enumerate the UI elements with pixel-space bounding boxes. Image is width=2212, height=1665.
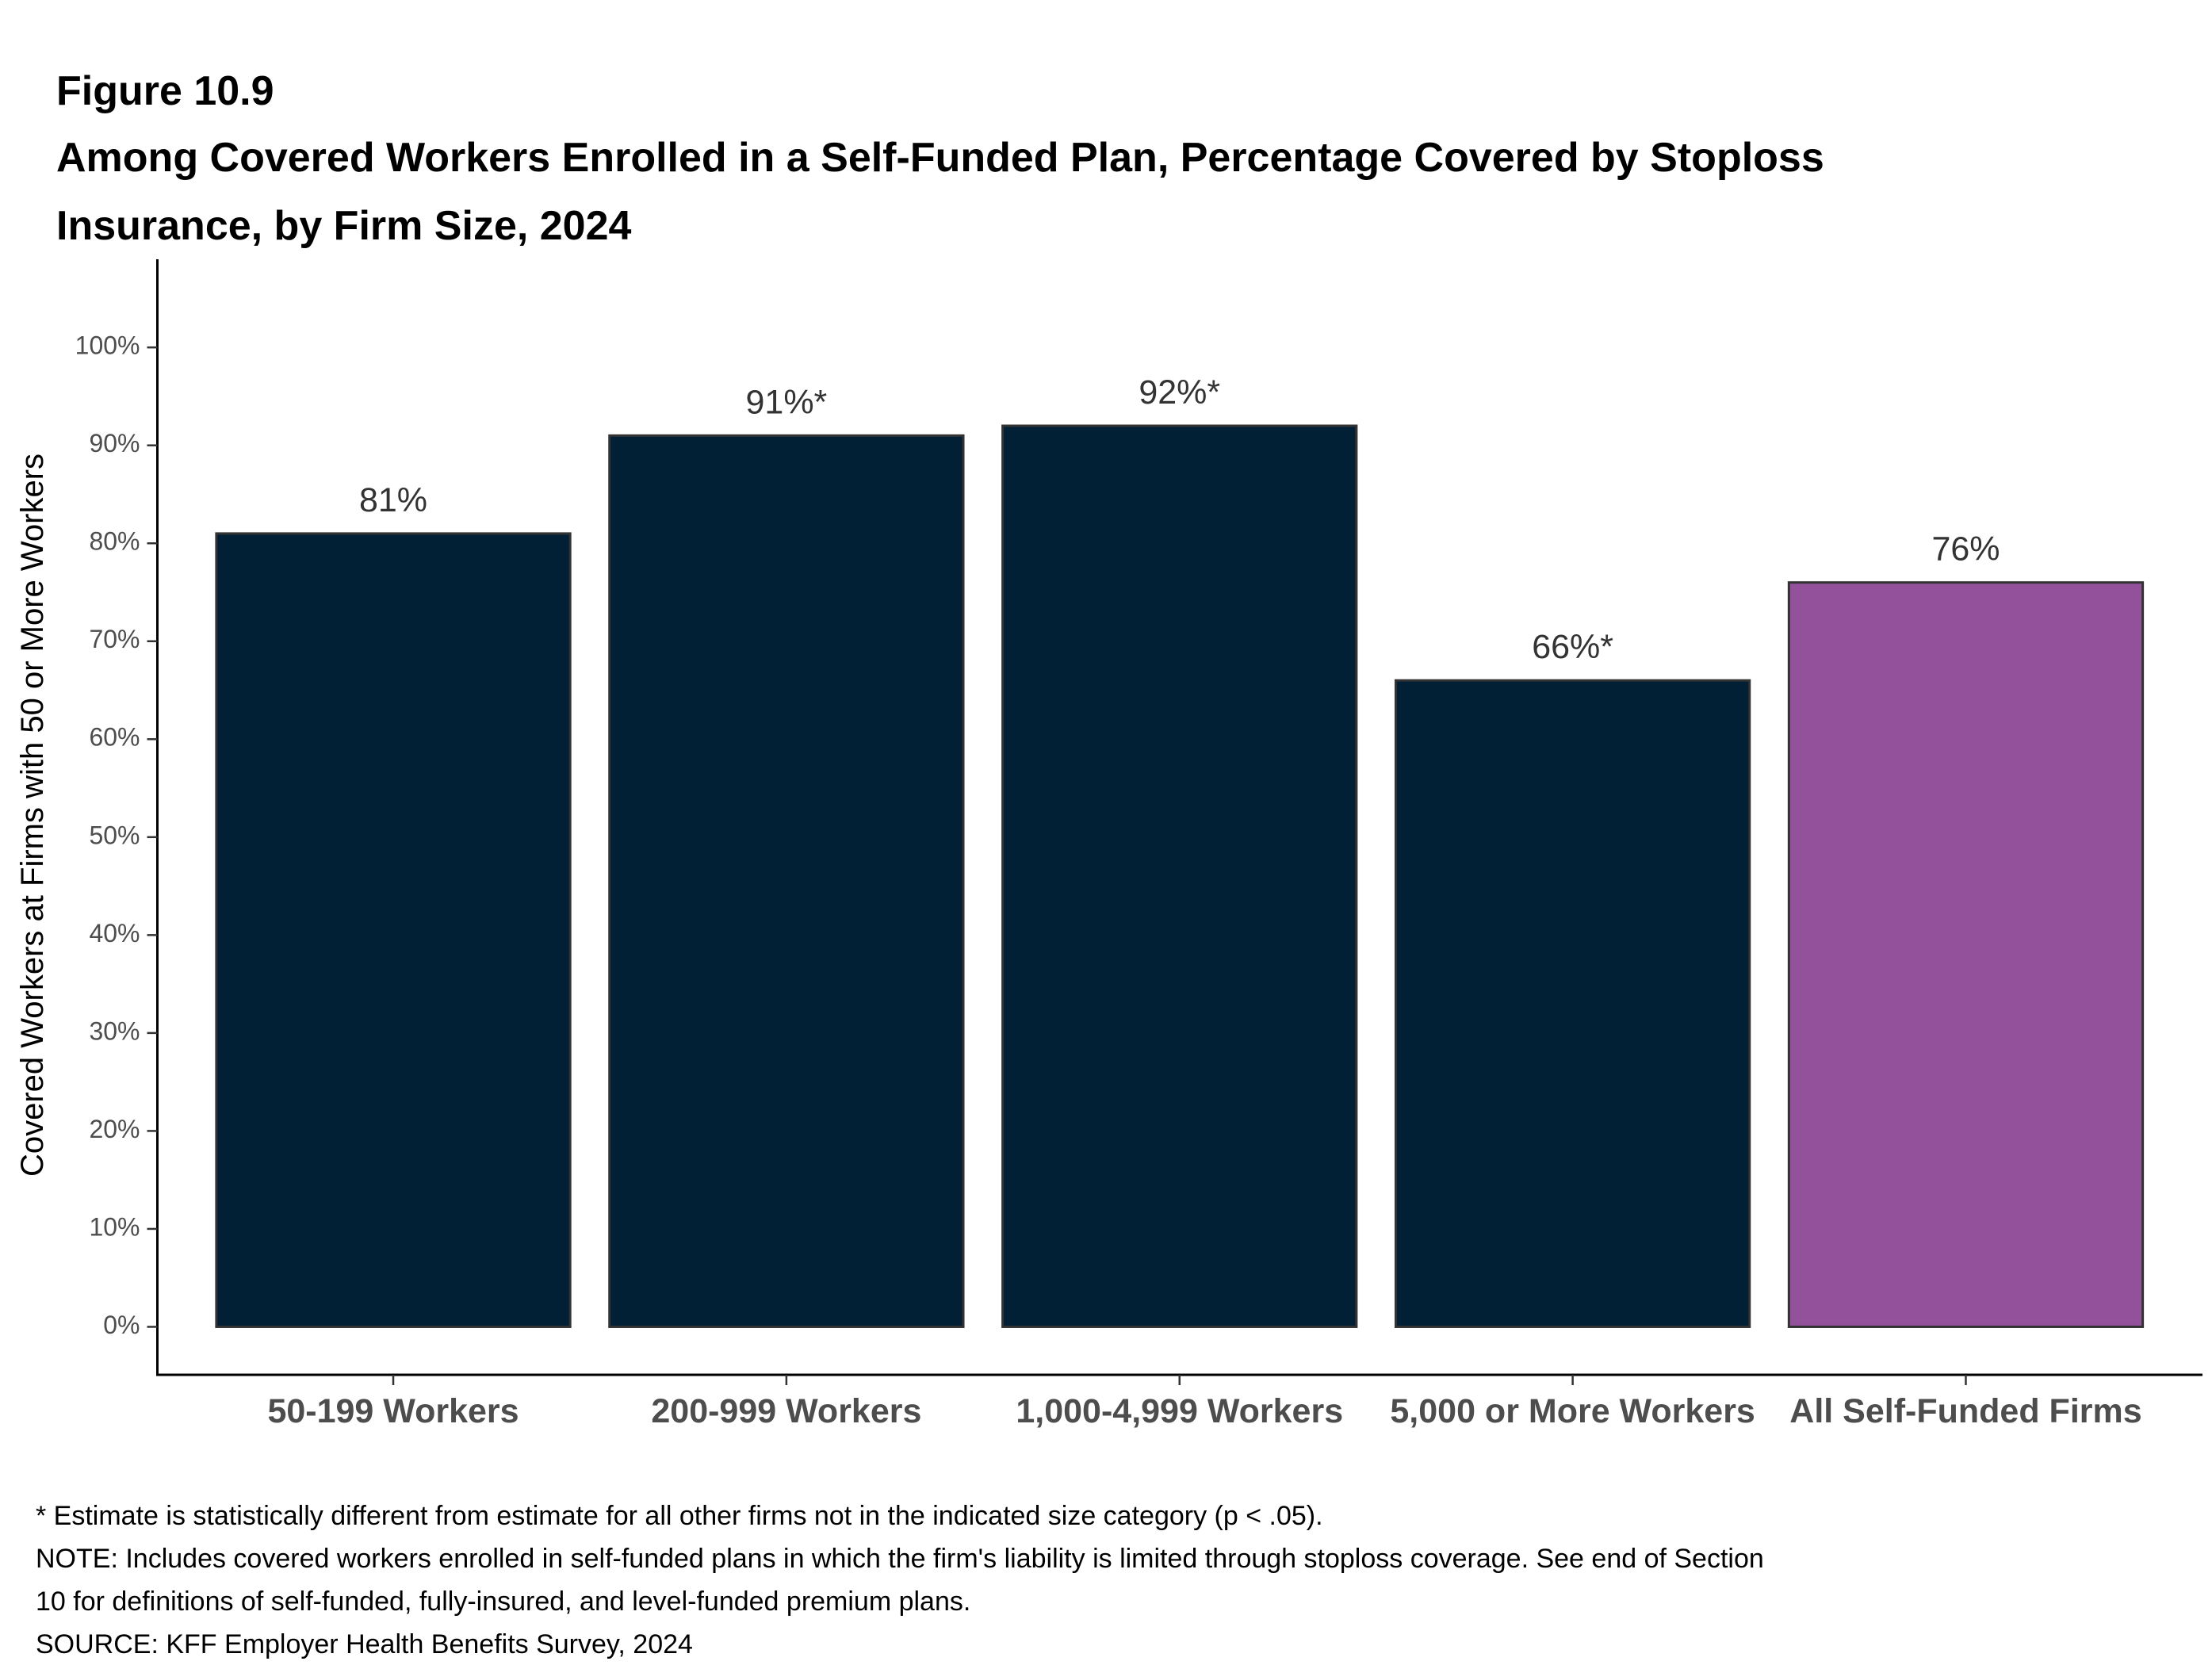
bar — [1394, 679, 1751, 1328]
x-tick-label: 5,000 or More Workers — [1390, 1392, 1755, 1430]
y-tick-label: 90% — [89, 429, 140, 457]
y-tick-label: 80% — [89, 527, 140, 556]
chart-title: Figure 10.9 — [56, 68, 274, 114]
y-tick-label: 50% — [89, 821, 140, 849]
bar — [1001, 424, 1358, 1328]
y-axis-title: Covered Workers at Firms with 50 or More… — [15, 454, 50, 1177]
value-label: 81% — [359, 481, 427, 519]
y-tick-label: 20% — [89, 1115, 140, 1143]
y-tick-label: 100% — [75, 331, 140, 360]
chart-subtitle: Among Covered Workers Enrolled in a Self… — [56, 135, 1824, 181]
footnote: * Estimate is statistically different fr… — [36, 1501, 1323, 1531]
value-label: 66%* — [1532, 628, 1613, 666]
y-tick-label: 10% — [89, 1212, 140, 1241]
x-tick-label: 1,000-4,999 Workers — [1016, 1392, 1343, 1430]
value-label: 76% — [1931, 530, 2000, 568]
footnote: SOURCE: KFF Employer Health Benefits Sur… — [36, 1629, 693, 1659]
y-tick-label: 60% — [89, 723, 140, 752]
y-tick-label: 70% — [89, 625, 140, 653]
x-tick-label: 200-999 Workers — [651, 1392, 921, 1430]
bar — [608, 434, 965, 1328]
bar — [1787, 581, 2145, 1328]
footnote: NOTE: Includes covered workers enrolled … — [36, 1544, 1764, 1574]
footnote: 10 for definitions of self-funded, fully… — [36, 1587, 970, 1617]
value-label: 92%* — [1139, 373, 1220, 411]
x-tick-label: 50-199 Workers — [267, 1392, 519, 1430]
value-label: 91%* — [745, 383, 827, 421]
x-tick-label: All Self-Funded Firms — [1789, 1392, 2141, 1430]
bar — [215, 532, 572, 1328]
chart-subtitle: Insurance, by Firm Size, 2024 — [56, 203, 632, 249]
y-tick-label: 30% — [89, 1016, 140, 1045]
y-tick-label: 40% — [89, 919, 140, 947]
y-tick-label: 0% — [103, 1311, 140, 1339]
